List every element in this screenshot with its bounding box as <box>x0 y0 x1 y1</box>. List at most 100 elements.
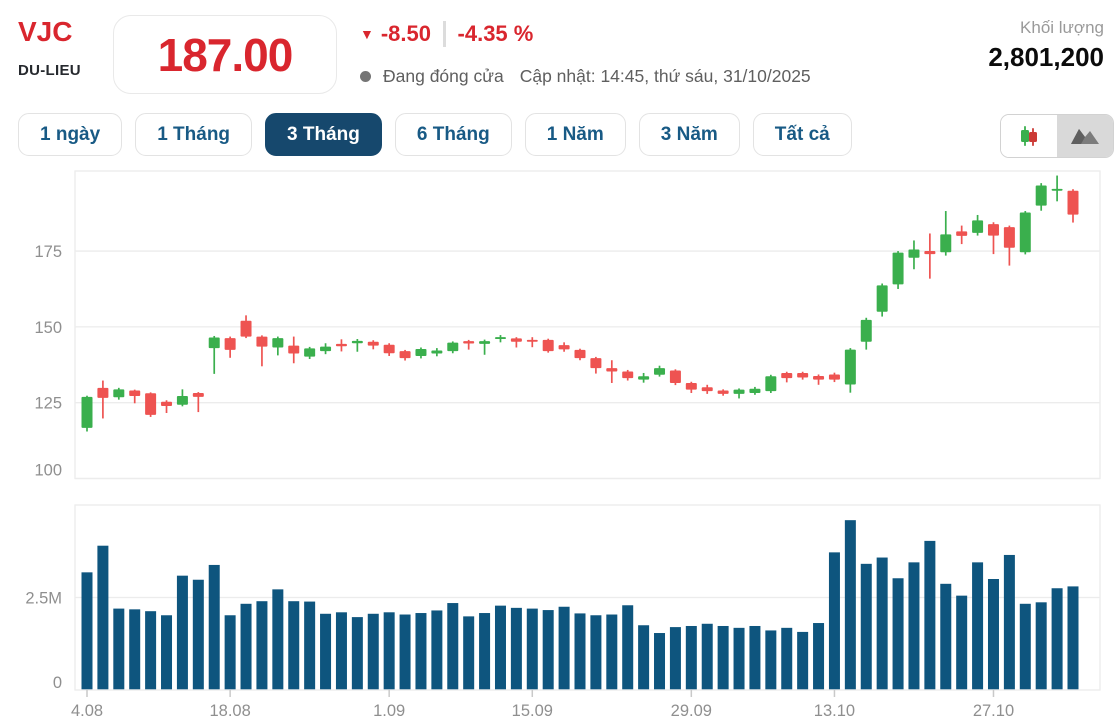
candle-body <box>860 319 872 342</box>
divider <box>443 21 446 47</box>
candle-body <box>606 368 618 372</box>
candle-body <box>192 392 204 397</box>
volume-bar <box>908 562 920 690</box>
candle-body <box>956 231 968 236</box>
volume-bar <box>860 563 872 690</box>
price-axis-label: 100 <box>34 462 62 480</box>
candle-body <box>510 338 522 342</box>
tab-6-months[interactable]: 6 Tháng <box>394 113 512 156</box>
candle-body <box>781 372 793 379</box>
candle-body <box>113 389 125 398</box>
candle-body <box>304 348 316 357</box>
candle-body <box>733 389 745 394</box>
volume-bar <box>654 633 666 690</box>
candle-body <box>367 341 379 346</box>
candle-body <box>749 388 761 393</box>
tab-1-year[interactable]: 1 Năm <box>524 113 626 156</box>
volume-bar <box>1051 588 1063 690</box>
volume-bar <box>161 615 173 690</box>
candle-body <box>447 342 459 352</box>
candle-body <box>685 382 697 390</box>
price-change-row: ▼ -8.50 -4.35 % <box>360 21 533 47</box>
volume-bar <box>208 564 220 690</box>
candle-body <box>1051 188 1063 191</box>
tab-3-years[interactable]: 3 Năm <box>638 113 740 156</box>
exchange-label: DU-LIEU <box>18 62 81 79</box>
volume-bar <box>669 627 681 690</box>
candle-body <box>526 339 538 342</box>
volume-bar <box>176 575 188 690</box>
volume-bar <box>288 601 300 690</box>
x-axis-label: 18.08 <box>209 702 250 720</box>
candle-body <box>654 368 666 375</box>
volume-bar <box>590 615 602 690</box>
candle-body <box>145 393 157 415</box>
volume-bar <box>129 609 141 690</box>
volume-bar <box>367 613 379 690</box>
candle-body <box>224 338 236 350</box>
volume-bar <box>956 595 968 690</box>
tab-1-month[interactable]: 1 Tháng <box>135 113 253 156</box>
candlestick-view-button[interactable] <box>1001 115 1057 157</box>
volume-bar <box>240 603 252 690</box>
tab-all[interactable]: Tất cả <box>752 113 852 156</box>
volume-bar <box>558 606 570 690</box>
candle-body <box>1003 227 1015 248</box>
volume-bar <box>81 572 93 690</box>
time-range-tabs: 1 ngày 1 Tháng 3 Tháng 6 Tháng 1 Năm 3 N… <box>18 113 852 156</box>
volume-bar <box>1019 603 1031 690</box>
volume-bar <box>781 627 793 690</box>
x-axis-label: 4.08 <box>71 702 103 720</box>
candle-body <box>940 234 952 253</box>
volume-axis-label: 2.5M <box>25 590 62 608</box>
tab-3-months[interactable]: 3 Tháng <box>265 113 382 156</box>
candle-body <box>1035 185 1047 206</box>
candle-body <box>415 349 427 356</box>
candle-body <box>399 351 411 359</box>
volume-bar <box>717 625 729 690</box>
tab-1-day[interactable]: 1 ngày <box>18 113 123 156</box>
candle-body <box>765 376 777 392</box>
volume-bar <box>876 557 888 690</box>
candle-body <box>574 349 586 359</box>
volume-bar <box>97 545 109 690</box>
volume-bar <box>463 616 475 690</box>
volume-bar <box>828 552 840 690</box>
volume-bar <box>733 627 745 690</box>
candle-body <box>351 340 363 344</box>
candle-body <box>638 376 650 380</box>
price-axis-label: 175 <box>34 243 62 261</box>
candle-body <box>240 320 252 337</box>
candle-body <box>176 396 188 405</box>
candle-body <box>129 390 141 397</box>
volume-bar <box>940 583 952 690</box>
volume-bar <box>383 612 395 690</box>
candle-body <box>272 338 284 348</box>
area-view-button[interactable] <box>1057 115 1113 157</box>
volume-bar <box>272 589 284 690</box>
x-axis-label: 15.09 <box>512 702 553 720</box>
volume-bar <box>479 613 491 690</box>
volume-bar <box>797 631 809 690</box>
candle-body <box>669 370 681 383</box>
candle-body <box>97 387 109 398</box>
candle-body <box>622 371 634 379</box>
market-status: Đang đóng cửa <box>383 66 504 86</box>
volume-bar <box>351 617 363 690</box>
volume-label: Khối lượng <box>1020 18 1104 37</box>
chart-type-toggle <box>1000 114 1114 158</box>
candle-body <box>987 224 999 236</box>
candle-body <box>828 374 840 380</box>
price-axis-label: 125 <box>34 395 62 413</box>
volume-bar <box>415 613 427 690</box>
candle-body <box>161 401 173 407</box>
volume-bar <box>224 615 236 690</box>
current-price: 187.00 <box>157 28 294 81</box>
volume-bar <box>813 623 825 690</box>
price-axis-label: 150 <box>34 319 62 337</box>
candle-body <box>1067 190 1079 215</box>
candle-body <box>701 387 713 392</box>
candle-body <box>542 339 554 352</box>
